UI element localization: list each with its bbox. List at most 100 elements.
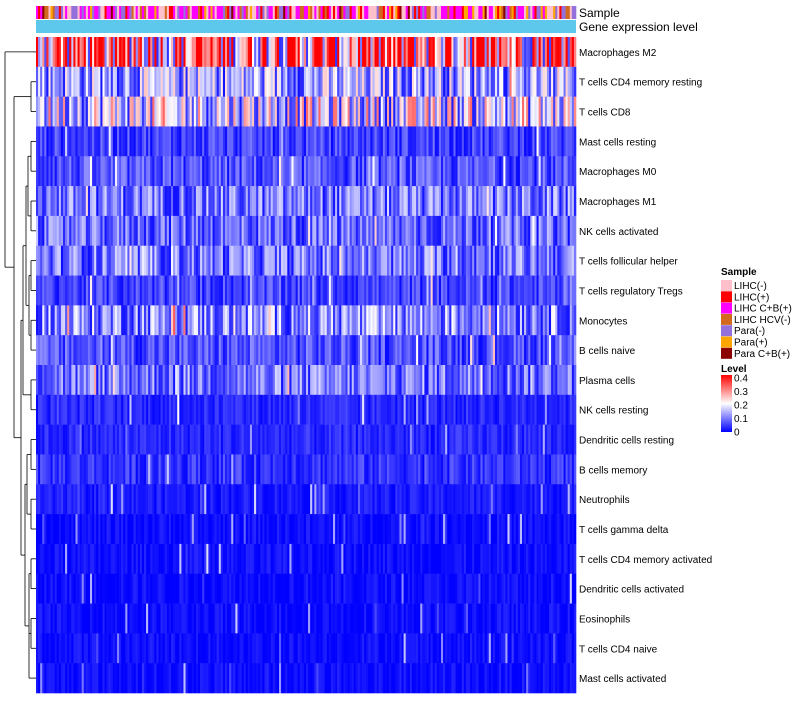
heatmap-cell [231, 425, 233, 455]
heatmap-cell [564, 484, 566, 514]
heatmap-cell [248, 395, 250, 425]
heatmap-cell [271, 126, 273, 156]
sample-annotation-cell [429, 6, 431, 19]
heatmap-cell [283, 484, 285, 514]
heatmap-cell [146, 126, 148, 156]
heatmap-cell [271, 514, 273, 544]
heatmap-cell [551, 454, 553, 484]
heatmap-cell [431, 97, 433, 127]
heatmap-cell [190, 276, 192, 306]
heatmap-cell [53, 454, 55, 484]
heatmap-cell [275, 97, 277, 127]
heatmap-cell [487, 276, 489, 306]
heatmap-cell [86, 454, 88, 484]
heatmap-cell [250, 544, 252, 574]
heatmap-cell [57, 37, 59, 67]
heatmap-cell [532, 305, 534, 335]
heatmap-cell [472, 37, 474, 67]
heatmap-cell [439, 276, 441, 306]
sample-annotation-cell [553, 6, 555, 19]
heatmap-cell [119, 484, 121, 514]
heatmap-cell [150, 454, 152, 484]
heatmap-cell [308, 37, 310, 67]
heatmap-cell [327, 37, 329, 67]
heatmap-cell [314, 186, 316, 216]
heatmap-cell [221, 335, 223, 365]
heatmap-cell [281, 67, 283, 97]
heatmap-cell [223, 454, 225, 484]
heatmap-cell [308, 97, 310, 127]
heatmap-cell [358, 395, 360, 425]
heatmap-cell [420, 216, 422, 246]
heatmap-cell [333, 246, 335, 276]
heatmap-cell [177, 514, 179, 544]
heatmap-cell [404, 395, 406, 425]
heatmap-cell [304, 365, 306, 395]
heatmap-cell [223, 186, 225, 216]
heatmap-cell [383, 37, 385, 67]
heatmap-cell [142, 395, 144, 425]
heatmap-cell [414, 97, 416, 127]
heatmap-cell [82, 126, 84, 156]
sample-annotation-cell [541, 6, 543, 19]
heatmap-cell [275, 216, 277, 246]
heatmap-cell [397, 126, 399, 156]
heatmap-cell [186, 126, 188, 156]
heatmap-cell [80, 305, 82, 335]
heatmap-cell [429, 484, 431, 514]
heatmap-cell [94, 454, 96, 484]
heatmap-cell [539, 395, 541, 425]
heatmap-cell [445, 67, 447, 97]
heatmap-cell [267, 395, 269, 425]
heatmap-cell [545, 365, 547, 395]
heatmap-cell [520, 335, 522, 365]
heatmap-cell [291, 216, 293, 246]
heatmap-cell [300, 37, 302, 67]
sample-annotation-cell [329, 6, 331, 19]
heatmap-cell [59, 305, 61, 335]
heatmap-cell [343, 156, 345, 186]
heatmap-cell [364, 454, 366, 484]
heatmap-cell [44, 67, 46, 97]
heatmap-cell [213, 37, 215, 67]
heatmap-cell [248, 484, 250, 514]
heatmap-cell [499, 126, 501, 156]
heatmap-cell [150, 335, 152, 365]
heatmap-cell [271, 97, 273, 127]
heatmap-cell [248, 97, 250, 127]
heatmap-cell [333, 544, 335, 574]
heatmap-cell [294, 454, 296, 484]
heatmap-cell [223, 216, 225, 246]
heatmap-cell [470, 365, 472, 395]
heatmap-cell [505, 246, 507, 276]
heatmap-cell [190, 305, 192, 335]
heatmap-cell [275, 246, 277, 276]
heatmap-cell [337, 425, 339, 455]
heatmap-cell [426, 276, 428, 306]
heatmap-cell [541, 276, 543, 306]
sample-annotation-cell [418, 6, 420, 19]
heatmap-cell [109, 335, 111, 365]
heatmap-cell [568, 126, 570, 156]
heatmap-cell [499, 186, 501, 216]
heatmap-cell [44, 365, 46, 395]
heatmap-cell [57, 395, 59, 425]
heatmap-cell [539, 425, 541, 455]
heatmap-cell [443, 425, 445, 455]
heatmap-cell [73, 276, 75, 306]
heatmap-cell [127, 216, 129, 246]
heatmap-cell [298, 216, 300, 246]
heatmap-cell [134, 37, 136, 67]
heatmap-cell [298, 514, 300, 544]
heatmap-cell [437, 186, 439, 216]
heatmap-cell [194, 276, 196, 306]
heatmap-cell [173, 454, 175, 484]
heatmap-cell [262, 365, 264, 395]
heatmap-cell [67, 305, 69, 335]
heatmap-cell [159, 97, 161, 127]
heatmap-cell [414, 335, 416, 365]
heatmap-cell [302, 126, 304, 156]
heatmap-cell [90, 186, 92, 216]
heatmap-cell [235, 156, 237, 186]
heatmap-cell [279, 216, 281, 246]
